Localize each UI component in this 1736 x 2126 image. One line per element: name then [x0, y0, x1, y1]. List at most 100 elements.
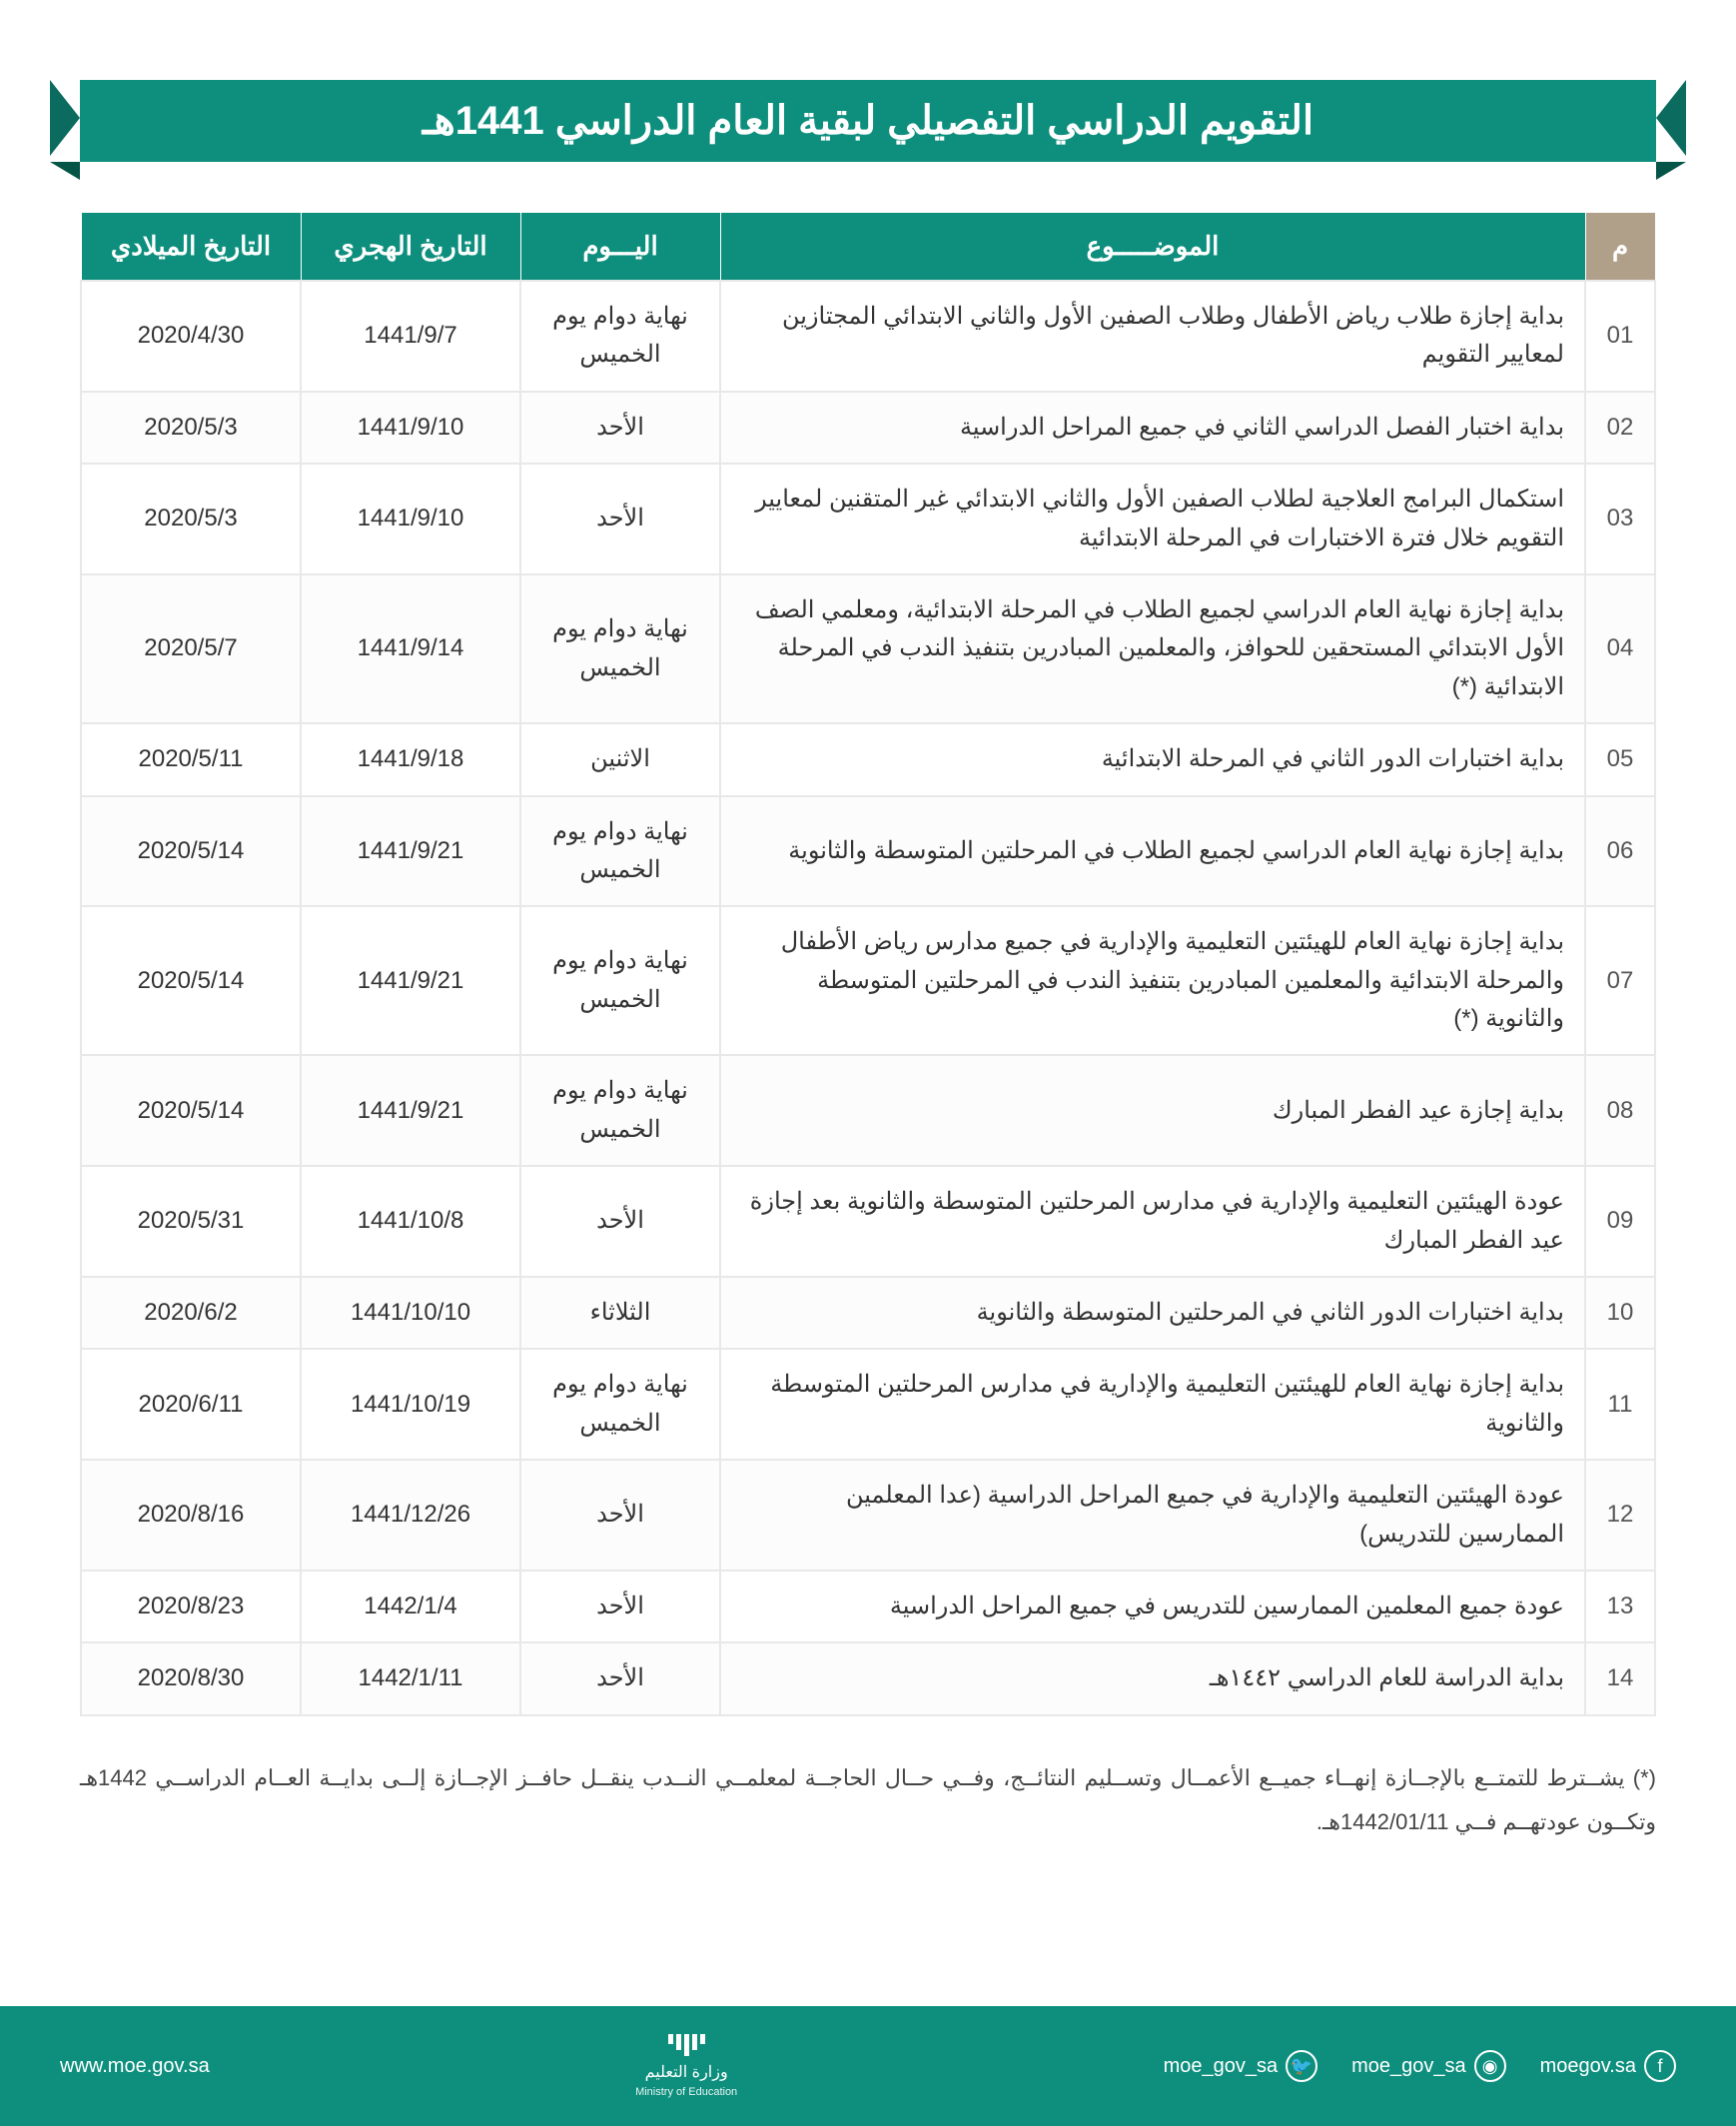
cell-gregorian: 2020/5/3	[81, 392, 301, 464]
logo-icon	[668, 2034, 705, 2056]
cell-gregorian: 2020/8/30	[81, 1642, 301, 1714]
col-subject: الموضـــــوع	[720, 213, 1585, 282]
table-row: 13عودة جميع المعلمين الممارسين للتدريس ف…	[81, 1571, 1655, 1642]
cell-day: نهاية دوام يوم الخميس	[520, 906, 720, 1055]
table-row: 02بداية اختبار الفصل الدراسي الثاني في ج…	[81, 392, 1655, 464]
cell-hijri: 1441/9/21	[301, 796, 520, 907]
table-row: 06بداية إجازة نهاية العام الدراسي لجميع …	[81, 796, 1655, 907]
cell-subject: بداية إجازة نهاية العام للهيئتين التعليم…	[720, 1349, 1585, 1460]
cell-day: نهاية دوام يوم الخميس	[520, 1055, 720, 1166]
cell-idx: 06	[1585, 796, 1655, 907]
col-hijri: التاريخ الهجري	[301, 213, 520, 282]
cell-subject: عودة الهيئتين التعليمية والإدارية في مدا…	[720, 1166, 1585, 1277]
cell-subject: بداية إجازة عيد الفطر المبارك	[720, 1055, 1585, 1166]
cell-hijri: 1441/9/21	[301, 1055, 520, 1166]
cell-idx: 07	[1585, 906, 1655, 1055]
cell-hijri: 1441/9/7	[301, 281, 520, 392]
cell-gregorian: 2020/4/30	[81, 281, 301, 392]
cell-idx: 09	[1585, 1166, 1655, 1277]
cell-idx: 08	[1585, 1055, 1655, 1166]
footer-socials: fmoegov.sa ◉ moe_gov_sa 🐦 moe_gov_sa	[1164, 2050, 1676, 2082]
table-row: 14بداية الدراسة للعام الدراسي ١٤٤٢هـالأح…	[81, 1642, 1655, 1714]
cell-idx: 01	[1585, 281, 1655, 392]
footer-website: www.moe.gov.sa	[60, 2055, 210, 2078]
social-twitter[interactable]: 🐦 moe_gov_sa	[1164, 2050, 1318, 2082]
cell-idx: 03	[1585, 464, 1655, 574]
website-url: www.moe.gov.sa	[60, 2055, 210, 2078]
cell-subject: بداية الدراسة للعام الدراسي ١٤٤٢هـ	[720, 1642, 1585, 1714]
cell-hijri: 1441/10/8	[301, 1166, 520, 1277]
table-body: 01بداية إجازة طلاب رياض الأطفال وطلاب ال…	[81, 281, 1655, 1715]
cell-hijri: 1441/10/19	[301, 1349, 520, 1460]
table-row: 10بداية اختبارات الدور الثاني في المرحلت…	[81, 1277, 1655, 1349]
table-header-row: م الموضـــــوع اليـــوم التاريخ الهجري ا…	[81, 213, 1655, 282]
table-row: 12عودة الهيئتين التعليمية والإدارية في ج…	[81, 1460, 1655, 1571]
social-handle: moe_gov_sa	[1164, 2055, 1279, 2078]
cell-gregorian: 2020/6/11	[81, 1349, 301, 1460]
cell-gregorian: 2020/5/14	[81, 906, 301, 1055]
cell-hijri: 1441/9/14	[301, 574, 520, 723]
cell-hijri: 1441/9/10	[301, 392, 520, 464]
ministry-name-en: Ministry of Education	[635, 2086, 737, 2098]
cell-hijri: 1441/9/18	[301, 723, 520, 795]
table-row: 05بداية اختبارات الدور الثاني في المرحلة…	[81, 723, 1655, 795]
cell-idx: 05	[1585, 723, 1655, 795]
table-row: 07بداية إجازة نهاية العام للهيئتين التعل…	[81, 906, 1655, 1055]
cell-day: نهاية دوام يوم الخميس	[520, 574, 720, 723]
cell-hijri: 1441/10/10	[301, 1277, 520, 1349]
cell-hijri: 1441/9/21	[301, 906, 520, 1055]
cell-day: الأحد	[520, 1571, 720, 1642]
cell-day: الأحد	[520, 392, 720, 464]
cell-gregorian: 2020/5/14	[81, 796, 301, 907]
instagram-icon: ◉	[1474, 2050, 1506, 2082]
cell-gregorian: 2020/5/14	[81, 1055, 301, 1166]
cell-gregorian: 2020/5/11	[81, 723, 301, 795]
social-facebook[interactable]: fmoegov.sa	[1540, 2050, 1676, 2082]
ministry-name-ar: وزارة التعليم	[645, 2062, 728, 2082]
cell-idx: 04	[1585, 574, 1655, 723]
calendar-table-wrap: م الموضـــــوع اليـــوم التاريخ الهجري ا…	[80, 212, 1656, 1716]
cell-idx: 02	[1585, 392, 1655, 464]
twitter-icon: 🐦	[1286, 2050, 1317, 2082]
cell-idx: 10	[1585, 1277, 1655, 1349]
cell-gregorian: 2020/5/3	[81, 464, 301, 574]
col-idx: م	[1585, 213, 1655, 282]
footer-bar: fmoegov.sa ◉ moe_gov_sa 🐦 moe_gov_sa وزارة ا…	[0, 2006, 1736, 2126]
cell-idx: 12	[1585, 1460, 1655, 1571]
ministry-logo: وزارة التعليم Ministry of Education	[635, 2034, 737, 2098]
cell-subject: بداية إجازة نهاية العام للهيئتين التعليم…	[720, 906, 1585, 1055]
cell-day: نهاية دوام يوم الخميس	[520, 1349, 720, 1460]
facebook-icon: f	[1644, 2050, 1676, 2082]
cell-hijri: 1441/9/10	[301, 464, 520, 574]
cell-hijri: 1442/1/11	[301, 1642, 520, 1714]
cell-gregorian: 2020/8/23	[81, 1571, 301, 1642]
table-row: 01بداية إجازة طلاب رياض الأطفال وطلاب ال…	[81, 281, 1655, 392]
cell-subject: استكمال البرامج العلاجية لطلاب الصفين ال…	[720, 464, 1585, 574]
table-row: 03استكمال البرامج العلاجية لطلاب الصفين …	[81, 464, 1655, 574]
cell-idx: 14	[1585, 1642, 1655, 1714]
page-title: التقويم الدراسي التفصيلي لبقية العام الد…	[120, 98, 1616, 144]
table-row: 04بداية إجازة نهاية العام الدراسي لجميع …	[81, 574, 1655, 723]
cell-day: الاثنين	[520, 723, 720, 795]
cell-day: الثلاثاء	[520, 1277, 720, 1349]
cell-gregorian: 2020/5/7	[81, 574, 301, 723]
col-day: اليـــوم	[520, 213, 720, 282]
social-handle: moe_gov_sa	[1351, 2055, 1466, 2078]
cell-subject: بداية اختبار الفصل الدراسي الثاني في جمي…	[720, 392, 1585, 464]
cell-gregorian: 2020/6/2	[81, 1277, 301, 1349]
cell-subject: عودة جميع المعلمين الممارسين للتدريس في …	[720, 1571, 1585, 1642]
cell-day: الأحد	[520, 1460, 720, 1571]
footnote: (*) يشــترط للتمتــع بالإجــازة إنهــاء …	[80, 1756, 1656, 1844]
cell-day: نهاية دوام يوم الخميس	[520, 281, 720, 392]
cell-day: نهاية دوام يوم الخميس	[520, 796, 720, 907]
table-row: 09عودة الهيئتين التعليمية والإدارية في م…	[81, 1166, 1655, 1277]
cell-hijri: 1441/12/26	[301, 1460, 520, 1571]
cell-subject: بداية إجازة طلاب رياض الأطفال وطلاب الصف…	[720, 281, 1585, 392]
cell-idx: 11	[1585, 1349, 1655, 1460]
table-row: 08بداية إجازة عيد الفطر المباركنهاية دوا…	[81, 1055, 1655, 1166]
cell-gregorian: 2020/8/16	[81, 1460, 301, 1571]
calendar-table: م الموضـــــوع اليـــوم التاريخ الهجري ا…	[80, 212, 1656, 1716]
col-gregorian: التاريخ الميلادي	[81, 213, 301, 282]
cell-subject: بداية اختبارات الدور الثاني في المرحلتين…	[720, 1277, 1585, 1349]
social-instagram[interactable]: ◉ moe_gov_sa	[1351, 2050, 1506, 2082]
